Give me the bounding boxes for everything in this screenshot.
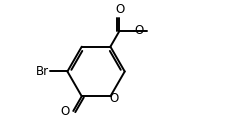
Text: O: O xyxy=(108,92,118,105)
Text: O: O xyxy=(115,3,124,16)
Text: O: O xyxy=(134,24,143,37)
Text: O: O xyxy=(61,105,70,118)
Text: Br: Br xyxy=(36,65,49,78)
